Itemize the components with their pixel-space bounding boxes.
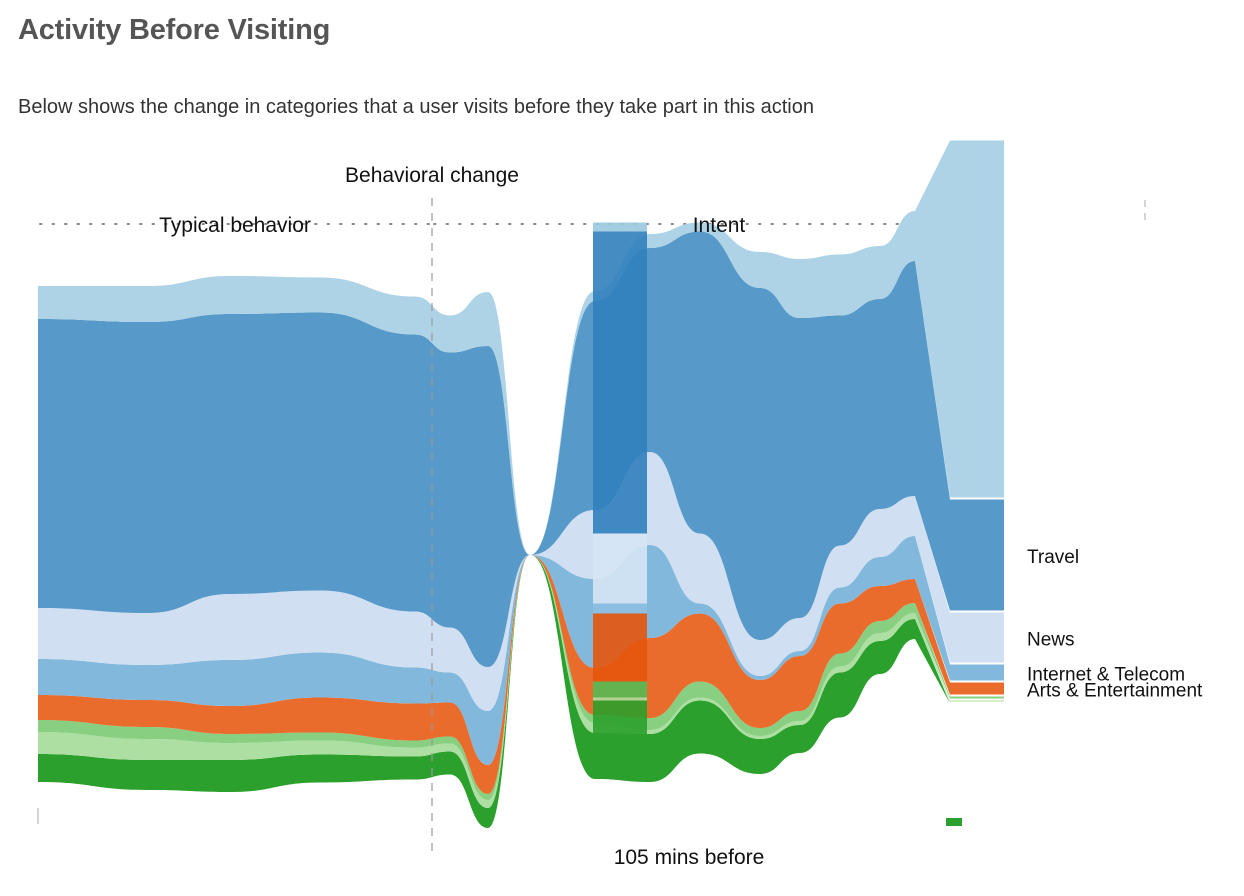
hover-highlight (593, 222, 647, 754)
stream-layer-1[interactable] (38, 555, 1004, 808)
hover-time-label: 105 mins before (614, 846, 765, 869)
behavioral-change-label: Behavioral change (345, 164, 519, 187)
stream-layer-3[interactable] (38, 555, 1004, 794)
highlight-segment-4 (593, 603, 647, 614)
stream-layer-4[interactable] (38, 536, 1004, 765)
typical-behavior-label: Typical behavior (159, 214, 311, 237)
stream-layer-5[interactable] (38, 452, 1004, 711)
stream-end-cap (946, 818, 962, 826)
page-title: Activity Before Visiting (18, 14, 331, 46)
series-label-arts-entertainment: Arts & Entertainment (1027, 681, 1203, 702)
page-subtitle: Below shows the change in categories tha… (18, 96, 814, 118)
series-label-news: News (1027, 630, 1075, 651)
highlight-segment-3 (593, 613, 647, 682)
stream-layer-0[interactable] (38, 555, 1004, 828)
stream-layer-2[interactable] (38, 555, 1004, 800)
series-label-travel: Travel (1027, 547, 1079, 568)
highlight-segment-1 (593, 697, 647, 701)
intent-label: Intent (693, 214, 746, 237)
stream-layers[interactable] (38, 140, 1004, 829)
highlight-segment-5 (593, 533, 647, 604)
highlight-segment-7 (593, 222, 647, 232)
highlight-segment-6 (593, 231, 647, 534)
gap-fill (946, 818, 962, 826)
highlight-segment-2 (593, 681, 647, 698)
highlight-segment-0 (593, 700, 647, 754)
stream-layer-6[interactable] (38, 231, 1004, 668)
series-label-internet-telecom: Internet & Telecom (1027, 665, 1185, 686)
